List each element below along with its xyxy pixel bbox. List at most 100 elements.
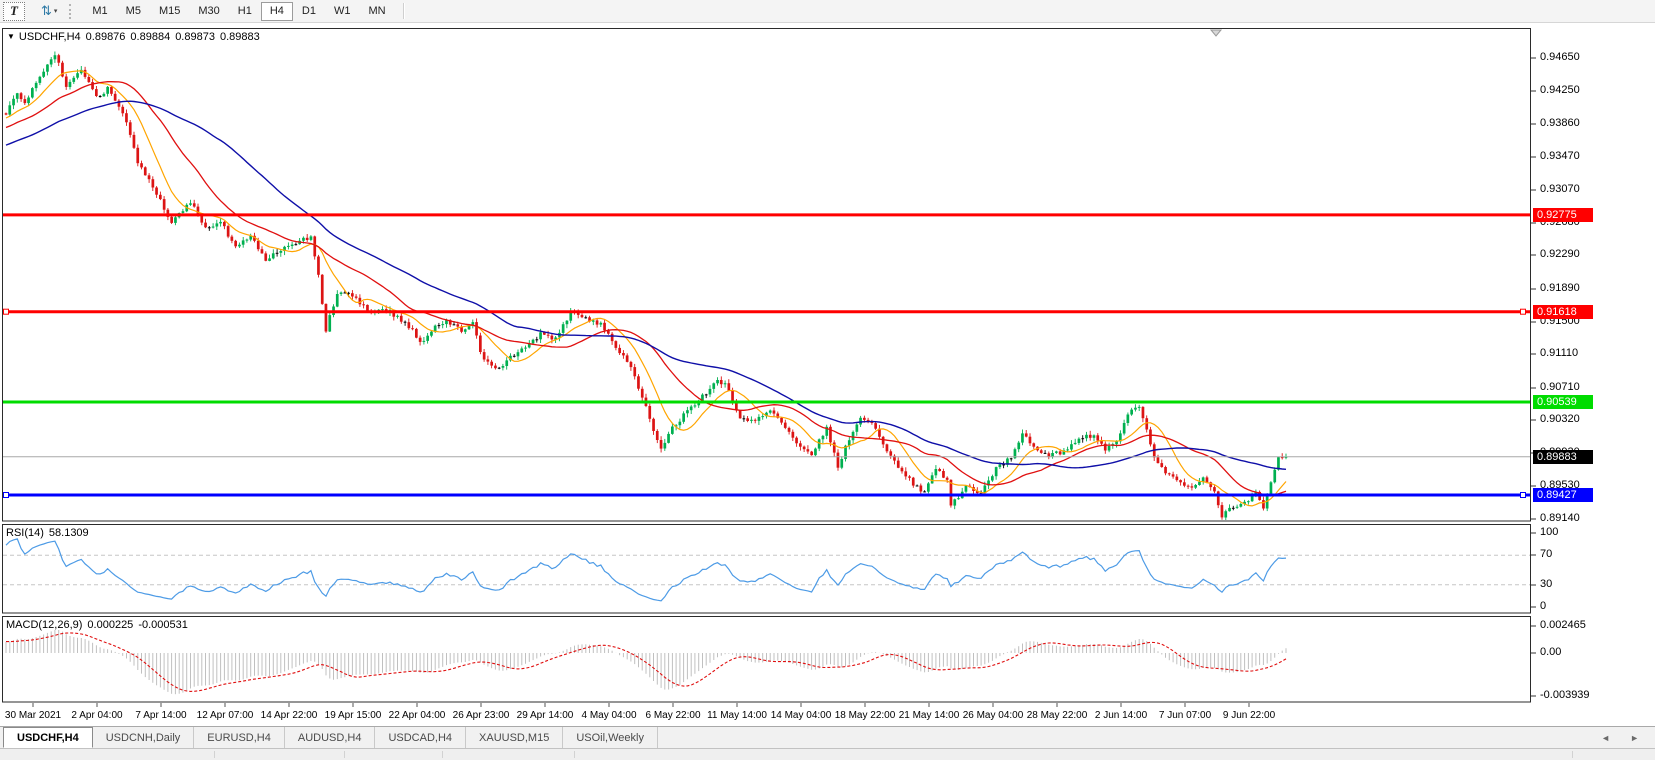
date-axis-label: 12 Apr 07:00: [196, 710, 254, 721]
quote-high: 0.89884: [130, 31, 171, 43]
price-axis-label: 0.91110: [1540, 347, 1579, 360]
date-axis-label: 14 May 04:00: [770, 710, 832, 721]
chart-shift-marker: [1209, 29, 1223, 37]
macd-signal-line: [6, 632, 1287, 692]
ma-line-25: [5, 81, 1287, 496]
date-axis-label: 6 May 22:00: [645, 710, 701, 721]
chart-tab-xauusd-m15[interactable]: XAUUSD,M15: [466, 727, 564, 748]
date-axis-label: 18 May 22:00: [834, 710, 896, 721]
chart-ohlc-header: ▼ USDCHF,H4 0.89876 0.89884 0.89873 0.89883: [7, 31, 265, 43]
macd-title: MACD(12,26,9): [6, 619, 83, 631]
chart-tab-usdchf-h4[interactable]: USDCHF,H4: [3, 727, 93, 748]
timeframe-button-m15[interactable]: M15: [150, 2, 189, 21]
chart-tabs: USDCHF,H4 USDCNH,Daily EURUSD,H4 AUDUSD,H4 U…: [3, 727, 658, 748]
quote-low: 0.89873: [175, 31, 215, 43]
chart-tab-audusd-h4[interactable]: AUDUSD,H4: [285, 727, 376, 748]
status-bar-separator: [574, 751, 575, 758]
rsi-indicator-label: RSI(14) 58.1309: [6, 527, 94, 539]
rsi-value: 58.1309: [48, 527, 89, 539]
caret-down-icon: ▾: [53, 8, 58, 15]
price-axis-label: 0.90710: [1540, 380, 1580, 393]
chart-tab-bar: USDCHF,H4 USDCNH,Daily EURUSD,H4 AUDUSD,H4 U…: [0, 726, 1655, 748]
top-toolbar: T ⇅ ▾ M1 M5 M15 M30 H1 H4 D1 W1 MN: [0, 0, 1655, 23]
timeframe-button-d1[interactable]: D1: [293, 2, 325, 21]
macd-histogram: [5, 630, 1287, 695]
date-axis-ticks: [32, 703, 1250, 707]
rsi-line: [5, 538, 1287, 602]
macd-signal-value: -0.000531: [138, 619, 188, 631]
timeframe-button-h4[interactable]: H4: [260, 1, 293, 21]
price-axis-label: 0.94250: [1540, 84, 1580, 97]
resistance-price-tag[interactable]: 0.92775: [1533, 207, 1593, 222]
rsi-axis-label: 70: [1540, 548, 1553, 561]
rsi-axis-label: 100: [1540, 526, 1559, 538]
chart-tab-eurusd-h4[interactable]: EURUSD,H4: [194, 727, 285, 748]
tabs-scroll-left-arrow[interactable]: ◄: [1601, 732, 1611, 743]
macd-indicator-label: MACD(12,26,9) 0.000225 -0.000531: [6, 619, 193, 631]
chart-window: ▼ USDCHF,H4 0.89876 0.89884 0.89873 0.89883 R…: [0, 23, 1655, 726]
timeframe-button-group: M1 M5 M15 M30 H1 H4 D1 W1 MN: [83, 1, 394, 21]
ma-line-52: [5, 100, 1287, 470]
macd-main-value: 0.000225: [87, 619, 134, 631]
date-axis-label: 2 Apr 04:00: [71, 710, 123, 721]
rsi-axis-label: 0: [1540, 600, 1547, 612]
macd-axis-label: -0.003939: [1540, 688, 1590, 701]
line-handle: [3, 492, 9, 498]
line-handle: [3, 308, 9, 315]
text-tool-label: T: [10, 3, 18, 18]
tabs-scroll-right-arrow[interactable]: ►: [1630, 732, 1639, 743]
rsi-title: RSI(14): [6, 527, 44, 539]
status-bar-separator: [214, 751, 215, 758]
date-axis-label: 7 Apr 14:00: [135, 710, 187, 721]
date-axis-label: 29 Apr 14:00: [516, 710, 574, 721]
ma-line-10: [5, 70, 1287, 507]
price-axis-label: 0.93070: [1540, 183, 1580, 196]
date-axis-label: 9 Jun 22:00: [1222, 710, 1276, 721]
price-axis-label: 0.90320: [1540, 413, 1580, 426]
drawing-tools-dropdown[interactable]: ⇅ ▾: [35, 2, 63, 21]
price-chart-canvas[interactable]: [0, 23, 1655, 726]
timeframe-button-m1[interactable]: M1: [83, 2, 116, 21]
quote-open: 0.89876: [85, 31, 126, 43]
timeframe-button-h1[interactable]: H1: [229, 2, 261, 21]
status-bar: [0, 748, 1655, 760]
date-axis-label: 4 May 04:00: [581, 710, 637, 721]
chart-tab-usdcnh-daily[interactable]: USDCNH,Daily: [93, 727, 195, 748]
symbol-dropdown-icon[interactable]: ▼: [7, 32, 15, 41]
date-axis-label: 30 Mar 2021: [4, 710, 62, 721]
support-price-tag[interactable]: 0.89427: [1533, 487, 1593, 502]
quote-close: 0.89883: [219, 31, 260, 43]
chart-tab-usdcad-h4[interactable]: USDCAD,H4: [375, 727, 467, 748]
text-tool-button[interactable]: T: [3, 1, 25, 21]
chart-tab-usoil-weekly[interactable]: USOil,Weekly: [563, 727, 658, 748]
price-axis-ticks: [1531, 57, 1536, 697]
timeframe-button-w1[interactable]: W1: [325, 2, 360, 21]
toolbar-separator: [402, 3, 404, 19]
date-axis-label: 21 May 14:00: [898, 710, 960, 721]
rsi-axis-label: 30: [1540, 577, 1553, 590]
date-axis-label: 22 Apr 04:00: [388, 710, 446, 721]
price-axis-label: 0.91890: [1540, 281, 1580, 294]
timeframe-button-m5[interactable]: M5: [117, 2, 150, 21]
resistance-price-tag[interactable]: 0.91618: [1533, 304, 1593, 319]
date-axis-label: 2 Jun 14:00: [1094, 710, 1148, 721]
macd-axis-label: 0.002465: [1540, 619, 1586, 632]
date-axis-label: 26 Apr 23:00: [452, 710, 510, 721]
support-price-tag[interactable]: 0.90539: [1533, 394, 1593, 409]
date-axis-label: 19 Apr 15:00: [324, 710, 382, 721]
date-axis-label: 28 May 22:00: [1026, 710, 1088, 721]
price-axis-label: 0.92290: [1540, 248, 1580, 261]
date-axis-label: 11 May 14:00: [707, 710, 767, 721]
date-axis-label: 7 Jun 07:00: [1158, 710, 1212, 721]
panel-borders: [2, 28, 1531, 703]
timeframe-button-m30[interactable]: M30: [189, 2, 228, 21]
price-axis-label: 0.89140: [1540, 511, 1580, 524]
toolbar-grip[interactable]: [69, 3, 75, 19]
timeframe-button-mn[interactable]: MN: [359, 2, 394, 21]
price-axis-label: 0.93470: [1540, 149, 1580, 162]
candles: [4, 51, 1288, 520]
status-bar-separator: [442, 751, 443, 758]
status-bar-separator: [344, 751, 345, 758]
updown-arrows-icon: ⇅: [40, 3, 52, 18]
price-axis-label: 0.94650: [1540, 51, 1580, 63]
